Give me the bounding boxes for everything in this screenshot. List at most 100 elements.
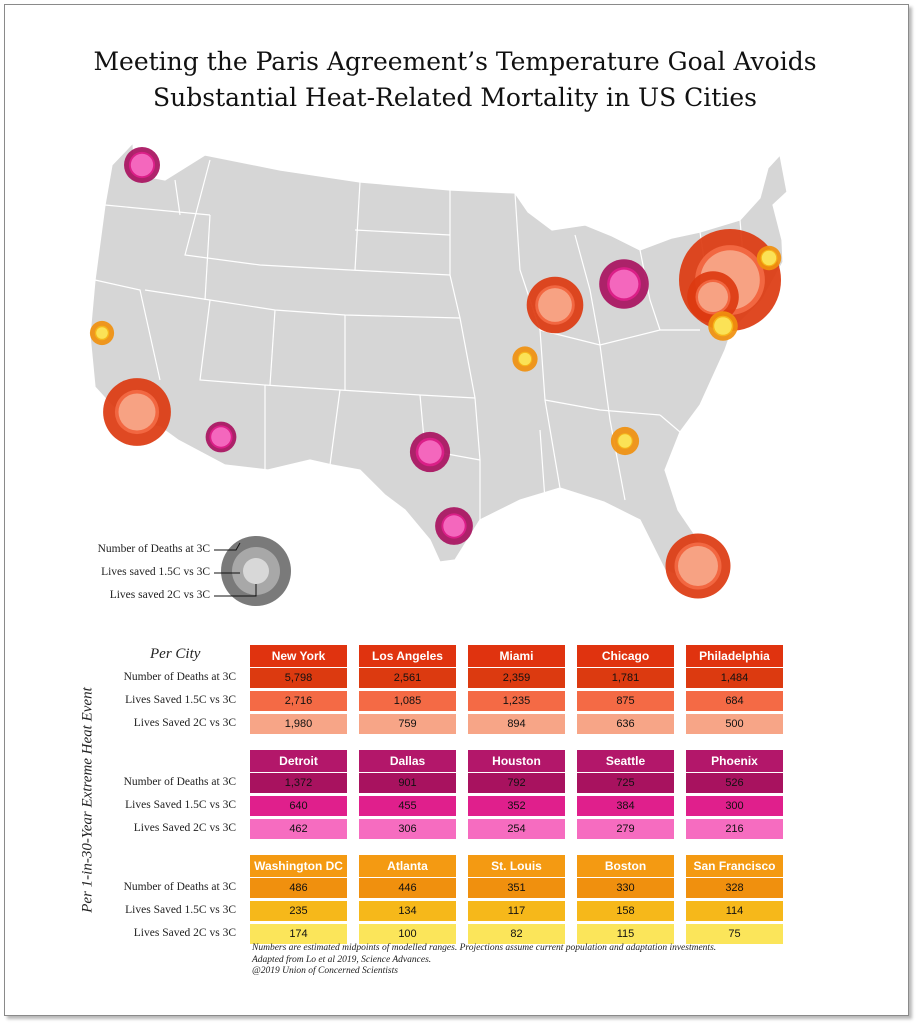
legend-inner-ring <box>243 558 269 584</box>
city-header: Miami <box>468 645 565 667</box>
legend-label-saved2: Lives saved 2C vs 3C <box>109 589 210 601</box>
legend-line-saved2 <box>214 584 257 597</box>
value-cell-saved2: 462 <box>250 819 347 839</box>
bubble-houston-saved2 <box>443 515 465 537</box>
value-cell-saved15: 875 <box>577 691 674 711</box>
city-header: Chicago <box>577 645 674 667</box>
value-cell-saved15: 235 <box>250 901 347 921</box>
value-cell-saved2: 100 <box>359 924 456 944</box>
page-title: Meeting the Paris Agreement’s Temperatur… <box>0 44 910 116</box>
city-header: New York <box>250 645 347 667</box>
row-label: Lives Saved 2C vs 3C <box>133 717 236 729</box>
value-cell-deaths: 901 <box>359 773 456 793</box>
footnote-line-3: @2019 Union of Concerned Scientists <box>252 966 398 976</box>
bubble-miami-saved2 <box>678 546 718 586</box>
city-header: Boston <box>577 855 674 877</box>
city-header: St. Louis <box>468 855 565 877</box>
value-cell-saved2: 279 <box>577 819 674 839</box>
legend-label-saved15: Lives saved 1.5C vs 3C <box>101 566 210 578</box>
row-label: Number of Deaths at 3C <box>123 881 236 893</box>
city-header: Atlanta <box>359 855 456 877</box>
value-cell-deaths: 486 <box>250 878 347 898</box>
bubble-philadelphia-saved2 <box>698 282 728 312</box>
footnote: Numbers are estimated midpoints of model… <box>252 943 716 978</box>
city-header: Phoenix <box>686 750 783 772</box>
value-cell-deaths: 725 <box>577 773 674 793</box>
per-city-label: Per City <box>150 646 201 662</box>
value-cell-deaths: 2,561 <box>359 668 456 688</box>
value-cell-saved15: 1,085 <box>359 691 456 711</box>
row-label: Lives Saved 1.5C vs 3C <box>125 694 236 706</box>
value-cell-deaths: 446 <box>359 878 456 898</box>
bubble-detroit-saved2 <box>609 269 639 299</box>
value-cell-deaths: 526 <box>686 773 783 793</box>
legend-bubble <box>214 536 291 606</box>
title-line-1: Meeting the Paris Agreement’s Temperatur… <box>93 47 817 76</box>
value-cell-saved15: 352 <box>468 796 565 816</box>
value-cell-saved2: 759 <box>359 714 456 734</box>
value-cell-saved15: 117 <box>468 901 565 921</box>
bubble-seattle-saved2 <box>130 153 154 177</box>
bubble-washington-dc-saved2 <box>714 317 732 335</box>
value-cell-deaths: 1,484 <box>686 668 783 688</box>
title-line-2: Substantial Heat-Related Mortality in US… <box>153 83 757 112</box>
legend-line-deaths <box>214 542 241 551</box>
row-label: Number of Deaths at 3C <box>123 776 236 788</box>
value-cell-saved15: 455 <box>359 796 456 816</box>
bubble-atlanta-saved2 <box>618 434 632 448</box>
value-cell-saved2: 75 <box>686 924 783 944</box>
city-header: Washington DC <box>250 855 347 877</box>
value-cell-saved2: 82 <box>468 924 565 944</box>
value-cell-saved15: 300 <box>686 796 783 816</box>
bubble-san-francisco-saved2 <box>96 327 108 339</box>
value-cell-saved2: 115 <box>577 924 674 944</box>
value-cell-saved2: 174 <box>250 924 347 944</box>
value-cell-saved2: 216 <box>686 819 783 839</box>
value-cell-saved15: 1,235 <box>468 691 565 711</box>
value-cell-saved15: 384 <box>577 796 674 816</box>
value-cell-deaths: 328 <box>686 878 783 898</box>
bubble-boston-saved2 <box>761 250 777 266</box>
value-cell-saved2: 500 <box>686 714 783 734</box>
city-header: San Francisco <box>686 855 783 877</box>
value-cell-deaths: 5,798 <box>250 668 347 688</box>
city-header: Philadelphia <box>686 645 783 667</box>
value-cell-saved15: 2,716 <box>250 691 347 711</box>
value-cell-saved2: 1,980 <box>250 714 347 734</box>
value-cell-saved2: 636 <box>577 714 674 734</box>
bubble-los-angeles-saved2 <box>118 393 156 431</box>
bubble-st-louis-saved2 <box>518 352 532 366</box>
bubble-phoenix-saved2 <box>211 427 231 447</box>
row-label: Lives Saved 2C vs 3C <box>133 927 236 939</box>
value-cell-deaths: 1,781 <box>577 668 674 688</box>
us-map <box>89 141 788 606</box>
value-cell-deaths: 351 <box>468 878 565 898</box>
value-cell-saved15: 114 <box>686 901 783 921</box>
footnote-line-1: Numbers are estimated midpoints of model… <box>252 943 717 953</box>
city-header: Dallas <box>359 750 456 772</box>
bubble-chicago-saved2 <box>538 288 572 322</box>
row-label: Lives Saved 1.5C vs 3C <box>125 799 236 811</box>
value-cell-deaths: 2,359 <box>468 668 565 688</box>
value-cell-saved15: 640 <box>250 796 347 816</box>
value-cell-deaths: 792 <box>468 773 565 793</box>
us-map-land <box>89 141 788 586</box>
row-label: Lives Saved 1.5C vs 3C <box>125 904 236 916</box>
value-cell-deaths: 1,372 <box>250 773 347 793</box>
value-cell-saved15: 134 <box>359 901 456 921</box>
city-header: Detroit <box>250 750 347 772</box>
value-cell-saved2: 894 <box>468 714 565 734</box>
value-cell-saved2: 306 <box>359 819 456 839</box>
value-cell-saved2: 254 <box>468 819 565 839</box>
value-cell-saved15: 158 <box>577 901 674 921</box>
row-label: Number of Deaths at 3C <box>123 671 236 683</box>
city-header: Seattle <box>577 750 674 772</box>
row-label: Lives Saved 2C vs 3C <box>133 822 236 834</box>
value-cell-saved15: 684 <box>686 691 783 711</box>
footnote-line-2: Adapted from Lo et al 2019, Science Adva… <box>252 954 432 965</box>
value-cell-deaths: 330 <box>577 878 674 898</box>
legend-label-deaths: Number of Deaths at 3C <box>97 543 210 555</box>
bubble-dallas-saved2 <box>418 440 442 464</box>
side-label-text: Per 1-in-30-Year Extreme Heat Event <box>79 687 96 913</box>
city-header: Houston <box>468 750 565 772</box>
